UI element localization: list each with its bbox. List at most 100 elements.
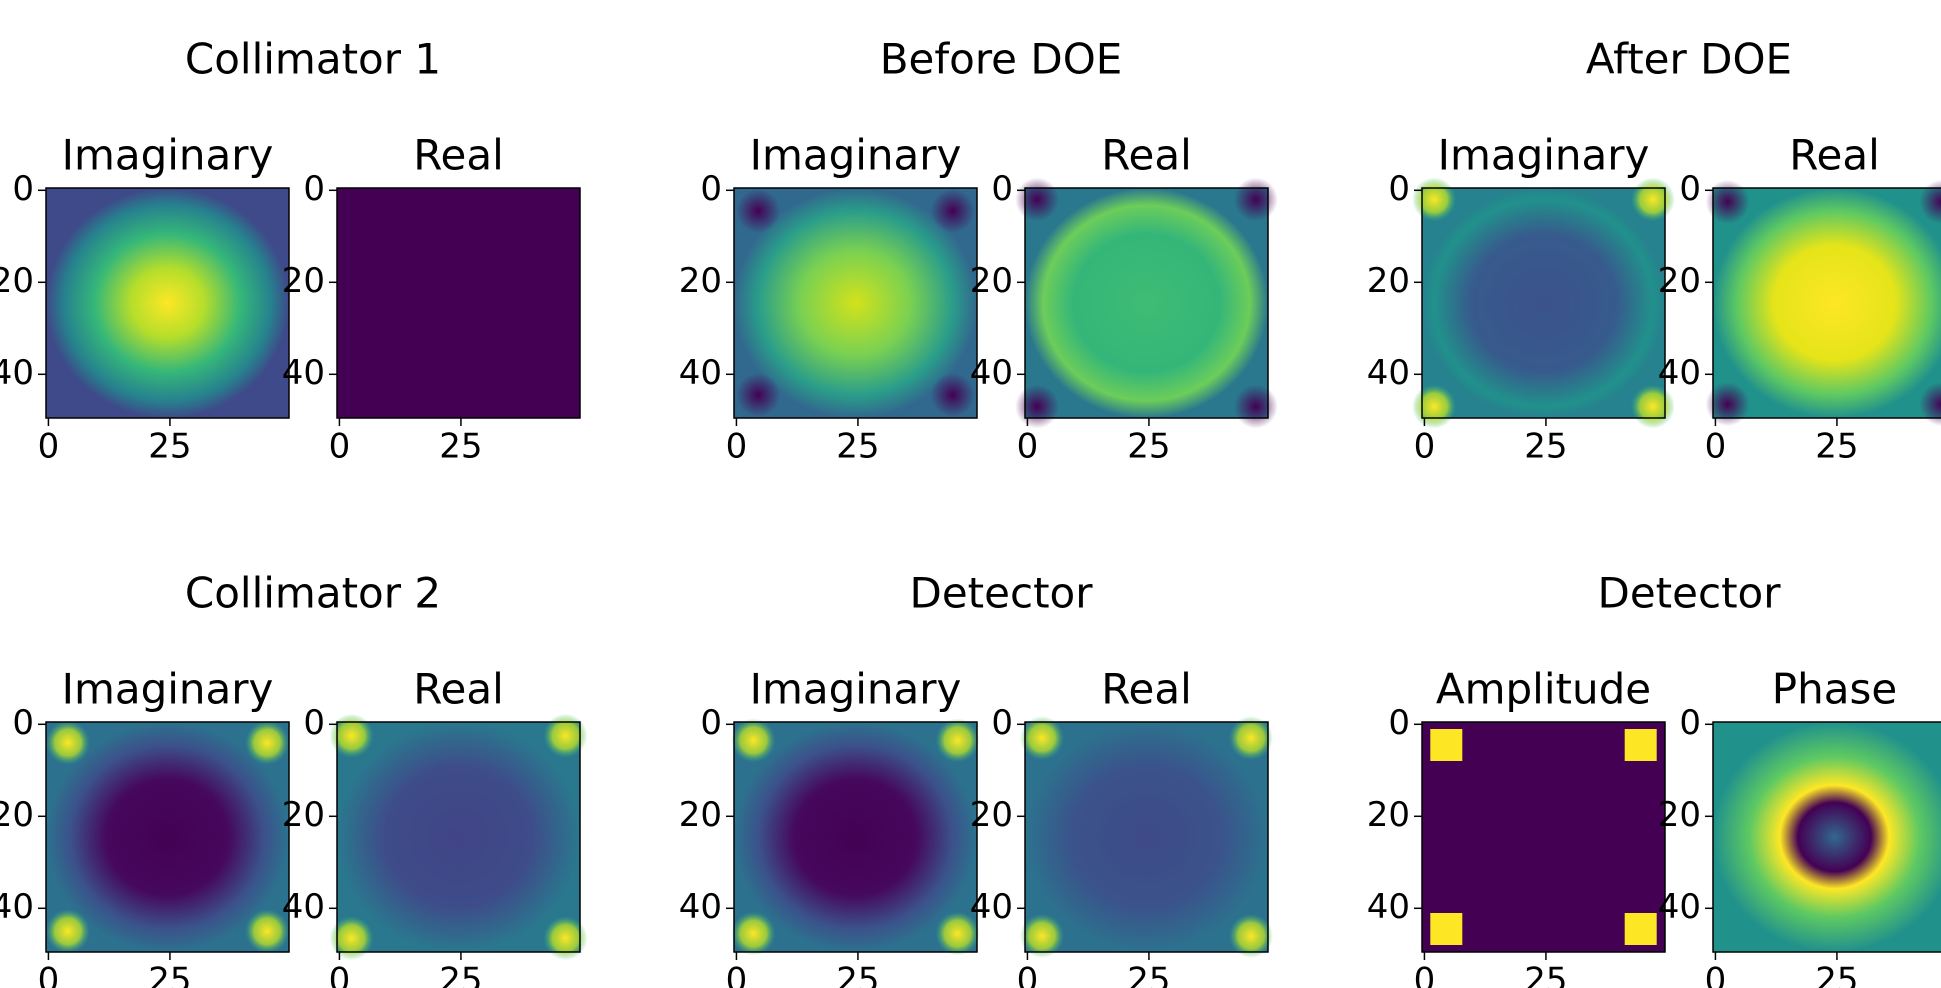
- image: [337, 188, 580, 418]
- image-spot: [1015, 385, 1059, 429]
- y-tick-label: 20: [679, 795, 722, 835]
- y-tick-label: 0: [991, 169, 1013, 209]
- panel-title: Phase: [1772, 665, 1897, 714]
- image-spot: [46, 909, 90, 953]
- y-tick-label: 0: [303, 703, 325, 743]
- panel-title: Real: [413, 665, 504, 714]
- image-spot: [736, 373, 780, 417]
- image-spot: [543, 714, 587, 758]
- y-tick-label: 40: [1367, 353, 1410, 393]
- panel-title: Imaginary: [1438, 131, 1650, 180]
- image-spot: [1625, 729, 1657, 761]
- x-tick-label: 0: [1414, 427, 1436, 467]
- image-spot: [736, 189, 780, 233]
- panel-title: Real: [1101, 131, 1192, 180]
- group-title: Before DOE: [880, 35, 1123, 84]
- y-tick-label: 40: [679, 353, 722, 393]
- group-title: Collimator 2: [185, 569, 441, 618]
- image: [1422, 188, 1665, 418]
- y-tick-label: 0: [700, 169, 722, 209]
- panel-title: Imaginary: [750, 131, 962, 180]
- y-tick-label: 40: [970, 887, 1013, 927]
- y-tick-label: 20: [970, 261, 1013, 301]
- y-tick-label: 20: [1658, 261, 1701, 301]
- image-spot: [1234, 178, 1278, 222]
- x-tick-label: 0: [38, 427, 60, 467]
- y-tick-label: 0: [991, 703, 1013, 743]
- x-tick-label: 25: [439, 427, 482, 467]
- image: [337, 722, 580, 952]
- y-tick-label: 20: [1367, 795, 1410, 835]
- y-tick-label: 40: [970, 353, 1013, 393]
- y-tick-label: 40: [1658, 887, 1701, 927]
- image-spot: [1412, 178, 1456, 222]
- image: [1713, 722, 1941, 952]
- x-tick-label: 25: [836, 427, 879, 467]
- y-tick-label: 40: [1367, 887, 1410, 927]
- x-tick-label: 0: [38, 961, 60, 988]
- y-tick-label: 40: [282, 353, 325, 393]
- image-spot: [543, 916, 587, 960]
- x-tick-label: 25: [1127, 961, 1170, 988]
- image-spot: [1015, 178, 1059, 222]
- image-spot: [1631, 178, 1675, 222]
- image: [46, 188, 289, 418]
- x-tick-label: 0: [1017, 961, 1039, 988]
- y-tick-label: 20: [0, 795, 34, 835]
- y-tick-label: 20: [1658, 795, 1701, 835]
- image-spot: [936, 718, 980, 762]
- x-tick-label: 25: [148, 961, 191, 988]
- group-title: Collimator 1: [185, 35, 441, 84]
- image: [1025, 188, 1268, 418]
- x-tick-label: 25: [1524, 427, 1567, 467]
- image-spot: [1706, 180, 1750, 224]
- figure: Collimator 1 Imaginary 0 25 0 20 40 Real 0 25 0 20 4…: [0, 0, 1941, 988]
- x-tick-label: 25: [1815, 427, 1858, 467]
- panel-title: Real: [1101, 665, 1192, 714]
- image-spot: [330, 714, 374, 758]
- y-tick-label: 0: [12, 169, 34, 209]
- x-tick-label: 25: [836, 961, 879, 988]
- y-tick-label: 0: [700, 703, 722, 743]
- y-tick-label: 0: [1388, 703, 1410, 743]
- image-spot: [245, 721, 289, 765]
- y-tick-label: 40: [1658, 353, 1701, 393]
- panel-title: Imaginary: [750, 665, 962, 714]
- panel-title: Imaginary: [62, 665, 274, 714]
- image-spot: [731, 912, 775, 956]
- image: [734, 722, 977, 952]
- panel-title: Imaginary: [62, 131, 274, 180]
- panel-title: Real: [413, 131, 504, 180]
- image-spot: [330, 916, 374, 960]
- x-tick-label: 25: [1127, 427, 1170, 467]
- x-tick-label: 0: [329, 961, 351, 988]
- page: Collimator 1 Imaginary 0 25 0 20 40 Real 0 25 0 20 4…: [0, 0, 1941, 988]
- y-tick-label: 20: [970, 795, 1013, 835]
- x-tick-label: 0: [1414, 961, 1436, 988]
- y-tick-label: 0: [1679, 703, 1701, 743]
- y-tick-label: 40: [679, 887, 722, 927]
- x-tick-label: 0: [726, 427, 748, 467]
- group-title: Detector: [1597, 569, 1781, 618]
- x-tick-label: 0: [1705, 427, 1727, 467]
- image-spot: [1430, 729, 1462, 761]
- x-tick-label: 0: [1705, 961, 1727, 988]
- y-tick-label: 40: [0, 887, 34, 927]
- y-tick-label: 0: [1388, 169, 1410, 209]
- y-tick-label: 20: [1367, 261, 1410, 301]
- x-tick-label: 0: [329, 427, 351, 467]
- image-spot: [1412, 385, 1456, 429]
- panel-title: Real: [1789, 131, 1880, 180]
- image-spot: [931, 373, 975, 417]
- panel-title: Amplitude: [1436, 665, 1651, 714]
- image-spot: [731, 718, 775, 762]
- y-tick-label: 40: [0, 353, 34, 393]
- y-tick-label: 40: [282, 887, 325, 927]
- image-spot: [931, 189, 975, 233]
- y-tick-label: 20: [282, 795, 325, 835]
- y-tick-label: 0: [303, 169, 325, 209]
- group-title: Detector: [909, 569, 1093, 618]
- x-tick-label: 0: [1017, 427, 1039, 467]
- image: [1713, 188, 1941, 418]
- image-spot: [1625, 913, 1657, 945]
